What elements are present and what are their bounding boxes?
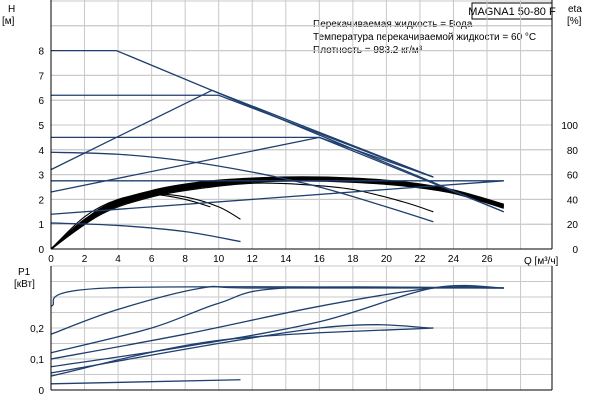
annotation-fluid: Перекачиваемая жидкость = Вода: [313, 19, 473, 30]
y2-axis-label-unit: [%]: [567, 16, 582, 27]
efficiency-curve: [50, 182, 434, 250]
y-axis-label-symbol: H: [8, 4, 15, 15]
annotation-temperature: Температура перекачиваемой жидкости = 60…: [313, 32, 536, 43]
head-curve: [51, 94, 434, 178]
x-tick-label: 4: [115, 254, 121, 265]
power-curve: [50, 285, 504, 335]
y-tick-label: 6: [38, 96, 44, 107]
bottom-gridlines: [50, 265, 552, 391]
x-tick-label: 6: [149, 254, 155, 265]
power-tick-label: 0,2: [30, 324, 44, 335]
x-tick-label: 24: [448, 254, 460, 265]
head-curve: [51, 136, 434, 178]
x-tick-label: 22: [414, 254, 426, 265]
y-tick-label: 2: [38, 195, 44, 206]
power-plot: 0 0,1 0,2: [30, 265, 553, 397]
head-curves: [50, 49, 505, 243]
head-efficiency-plot: 0 2 4 6 8 10 12 14 16 18 20 22 24 2601234567802040608…: [38, 0, 578, 265]
y-tick-label: 7: [38, 71, 44, 82]
y2-tick-label: 20: [567, 220, 579, 231]
y2-axis-label-symbol: eta: [568, 4, 582, 15]
power-curves: [50, 284, 504, 385]
power-tick-label: 0: [38, 386, 44, 397]
head-curve: [50, 136, 505, 213]
y2-tick-label: 60: [567, 171, 579, 182]
power-curve: [50, 285, 504, 307]
x-tick-label: 2: [82, 254, 88, 265]
efficiency-curve: [50, 178, 505, 250]
efficiency-curve: [50, 179, 505, 250]
y-tick-label: 4: [38, 146, 44, 157]
x-tick-label: 8: [182, 254, 188, 265]
power-curve: [50, 379, 241, 385]
top-tick-labels: 0 2 4 6 8 10 12 14 16 18 20 22 24 2601234567802040608…: [38, 47, 578, 265]
y2-tick-label: 80: [567, 146, 579, 157]
y-tick-label: 3: [38, 171, 44, 182]
power-axis-label-symbol: P1: [18, 267, 31, 278]
power-curve: [50, 327, 434, 377]
x-tick-label: 18: [347, 254, 359, 265]
axis-titles: H [м] eta [%] Q [м³/ч] P1 [кВт]: [2, 4, 582, 290]
top-axes: [50, 0, 553, 250]
x-tick-label: 0: [48, 254, 54, 265]
y2-tick-label: 100: [561, 121, 578, 132]
x-tick-label: 16: [314, 254, 326, 265]
head-curve: [50, 180, 504, 215]
power-axis-label-unit: [кВт]: [14, 279, 35, 290]
bottom-tick-labels: 0 0,1 0,2: [30, 324, 44, 397]
head-curve: [51, 49, 505, 213]
x-axis-label: Q [м³/ч]: [524, 256, 559, 267]
chart-title: MAGNA1 50-80 F: [468, 6, 556, 18]
x-tick-label: 14: [280, 254, 292, 265]
y-tick-label: 8: [38, 47, 44, 58]
efficiency-curve: [50, 176, 505, 250]
y-tick-label: 5: [38, 121, 44, 132]
y2-tick-label: 0: [572, 245, 578, 256]
head-curve: [50, 222, 241, 243]
power-curve: [50, 284, 504, 368]
x-tick-label: 26: [481, 254, 493, 265]
power-tick-label: 0,1: [30, 355, 44, 366]
y-tick-label: 1: [38, 220, 44, 231]
x-tick-label: 20: [381, 254, 393, 265]
y-tick-label: 0: [38, 245, 44, 256]
y-axis-label-unit: [м]: [2, 16, 15, 27]
efficiency-curves: [50, 176, 505, 250]
power-curve: [50, 324, 434, 374]
head-curve: [50, 151, 434, 223]
x-tick-label: 10: [213, 254, 225, 265]
chart-title-box: MAGNA1 50-80 F: [468, 2, 556, 20]
x-tick-label: 12: [247, 254, 259, 265]
y2-tick-label: 40: [567, 195, 579, 206]
bottom-axes: [50, 266, 553, 391]
